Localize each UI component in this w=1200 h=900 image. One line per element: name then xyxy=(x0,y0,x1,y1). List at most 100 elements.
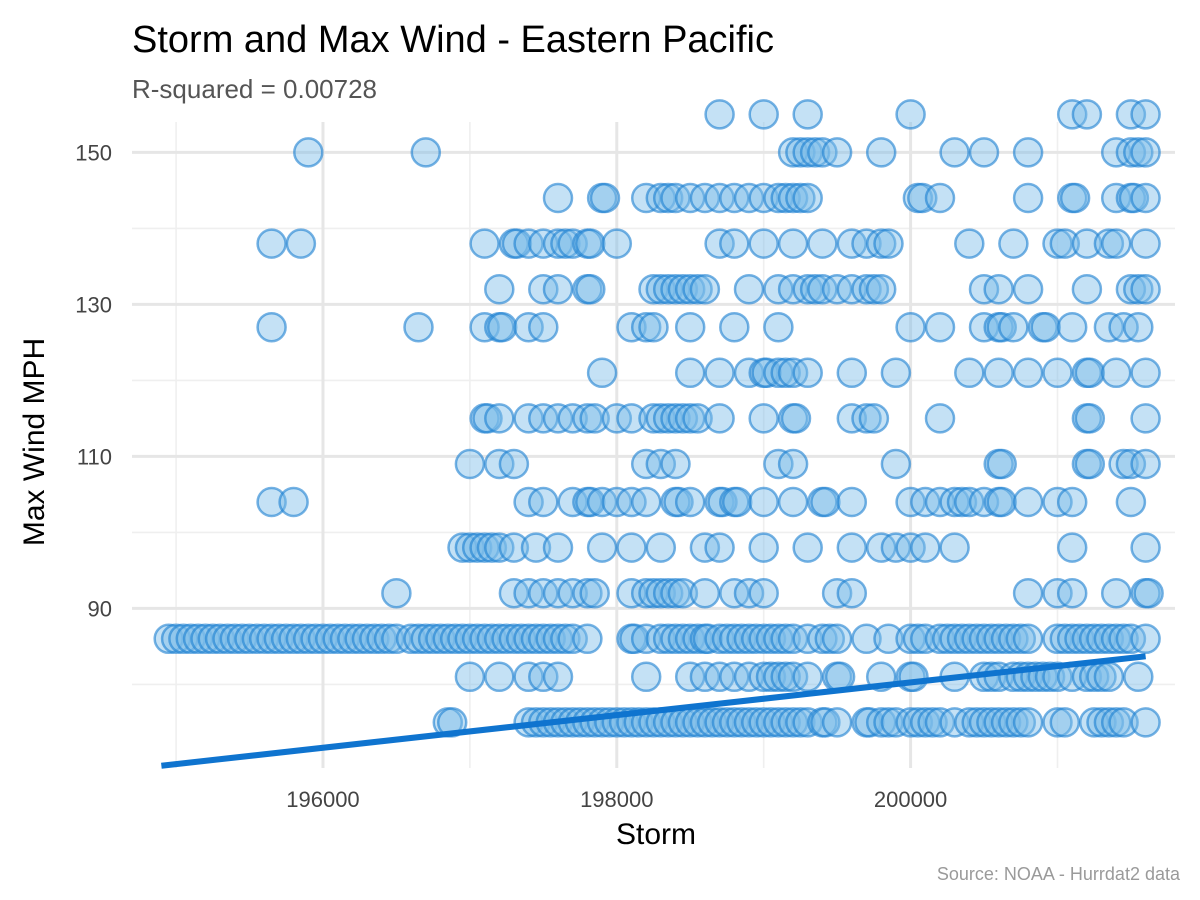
data-point xyxy=(674,311,706,343)
y-tick-label: 110 xyxy=(77,444,112,469)
data-point xyxy=(381,577,412,609)
data-point xyxy=(719,311,750,343)
data-point xyxy=(810,707,841,738)
data-point xyxy=(1074,357,1106,389)
data-point xyxy=(946,486,978,518)
data-point xyxy=(814,623,846,655)
data-point xyxy=(682,273,713,305)
data-point xyxy=(1012,486,1044,518)
data-point xyxy=(704,99,735,130)
data-point xyxy=(498,448,530,480)
data-point xyxy=(1130,228,1161,259)
data-point xyxy=(858,403,890,434)
data-point xyxy=(1130,273,1161,305)
data-point xyxy=(572,577,603,609)
y-tick-label: 90 xyxy=(88,596,112,621)
data-point xyxy=(1049,707,1081,738)
data-point xyxy=(807,228,838,259)
data-point xyxy=(954,228,985,259)
data-point xyxy=(1074,403,1106,434)
data-point xyxy=(1012,577,1044,609)
data-point xyxy=(1100,357,1132,389)
data-point xyxy=(983,273,1014,305)
data-point xyxy=(821,137,853,168)
data-point xyxy=(1130,448,1161,480)
data-point xyxy=(924,403,956,434)
data-point xyxy=(278,486,309,518)
data-point xyxy=(1130,623,1161,655)
x-tick-label: 196000 xyxy=(286,787,359,812)
data-point xyxy=(542,273,574,305)
data-point xyxy=(748,577,779,609)
data-point xyxy=(836,577,868,609)
data-point xyxy=(954,357,985,389)
data-point xyxy=(1042,707,1073,738)
data-point xyxy=(1130,137,1161,168)
data-point xyxy=(858,273,890,305)
data-point xyxy=(663,486,694,518)
data-point xyxy=(721,486,753,518)
data-point xyxy=(1071,99,1103,130)
data-point xyxy=(1012,137,1044,168)
data-point xyxy=(1123,137,1154,168)
data-point xyxy=(895,99,926,130)
data-point xyxy=(998,311,1029,343)
data-point xyxy=(986,311,1017,343)
data-point xyxy=(898,661,929,693)
data-point xyxy=(792,661,823,693)
data-point xyxy=(1071,228,1103,259)
data-point xyxy=(777,228,809,259)
data-point xyxy=(1130,182,1161,214)
data-point xyxy=(454,661,486,693)
data-point xyxy=(1130,532,1161,563)
data-point xyxy=(476,532,508,563)
data-point xyxy=(1012,623,1044,655)
data-point xyxy=(748,403,779,434)
data-point xyxy=(550,228,581,259)
data-point xyxy=(704,403,735,434)
data-point xyxy=(1130,99,1161,130)
data-point xyxy=(1012,707,1044,738)
data-point xyxy=(542,182,574,214)
data-point xyxy=(586,357,618,389)
data-point xyxy=(851,623,882,655)
data-point xyxy=(586,532,618,563)
data-point xyxy=(630,311,662,343)
data-point xyxy=(1012,273,1044,305)
data-point xyxy=(528,311,559,343)
data-point xyxy=(682,403,713,434)
data-point xyxy=(652,182,684,214)
data-point xyxy=(704,357,735,389)
data-point xyxy=(682,623,713,655)
data-point xyxy=(792,99,823,130)
y-tick-label: 130 xyxy=(75,292,112,317)
x-tick-label: 200000 xyxy=(874,787,947,812)
chart-subtitle: R-squared = 0.00728 xyxy=(132,74,377,104)
data-point xyxy=(719,228,750,259)
data-point xyxy=(520,532,552,563)
data-point xyxy=(1056,486,1088,518)
data-point xyxy=(1093,661,1125,693)
data-point xyxy=(851,403,882,434)
data-point xyxy=(1042,357,1073,389)
data-point xyxy=(1056,532,1088,563)
data-point xyxy=(792,182,823,214)
data-point xyxy=(1059,182,1091,214)
data-point xyxy=(1130,403,1161,434)
data-point xyxy=(799,137,831,168)
data-point xyxy=(579,577,610,609)
data-point xyxy=(645,532,677,563)
data-point xyxy=(1108,623,1139,655)
data-point xyxy=(498,532,530,563)
data-point xyxy=(469,228,500,259)
data-point xyxy=(542,532,574,563)
data-point xyxy=(484,403,515,434)
data-point xyxy=(1133,577,1164,609)
data-point xyxy=(689,577,721,609)
data-point xyxy=(1100,228,1132,259)
data-point xyxy=(674,486,706,518)
data-point xyxy=(256,311,287,343)
data-point xyxy=(256,228,287,259)
data-point xyxy=(748,532,779,563)
data-point xyxy=(1118,182,1150,214)
